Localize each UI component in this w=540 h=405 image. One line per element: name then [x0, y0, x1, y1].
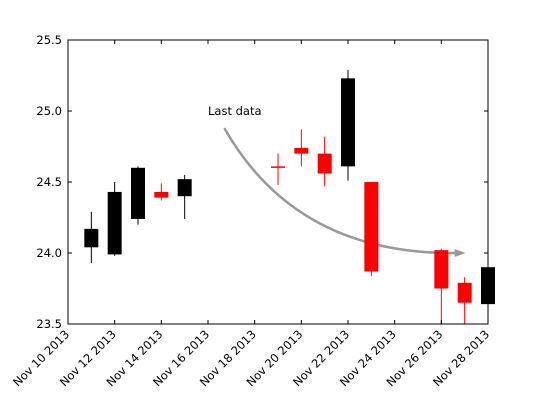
annotation-arrowhead: [454, 249, 466, 257]
candle: [154, 183, 169, 201]
candle: [341, 69, 355, 181]
y-tick-label: 25.5: [36, 33, 62, 47]
candle-body: [154, 191, 169, 198]
annotation-label: Last data: [208, 104, 262, 118]
candle-body: [294, 147, 309, 154]
candle-body: [177, 179, 192, 197]
candle: [457, 277, 472, 324]
candle-body: [457, 282, 472, 303]
candle: [84, 211, 99, 263]
y-tick-label: 24.5: [36, 175, 62, 189]
candle: [177, 174, 192, 219]
candle: [294, 129, 309, 167]
candle: [131, 166, 145, 225]
candle-body: [317, 153, 332, 174]
candle: [271, 153, 285, 185]
candle: [434, 248, 449, 324]
candle-body: [84, 228, 99, 248]
annotation-arrow: [223, 127, 457, 255]
candles-layer: [84, 69, 495, 324]
candle-body: [107, 191, 122, 255]
candle: [317, 136, 332, 187]
candle-body: [364, 182, 379, 272]
y-tick-label: 25.0: [36, 104, 62, 118]
candle: [107, 182, 122, 256]
candle-body: [341, 78, 355, 167]
y-tick-label: 24.0: [36, 246, 62, 260]
candle-body: [434, 250, 449, 289]
candle-body: [271, 166, 285, 168]
y-axis: 23.5 24.0 24.5 25.0 25.5: [36, 33, 488, 331]
candle-body: [131, 167, 145, 219]
y-tick-label: 23.5: [36, 317, 62, 331]
candle: [364, 182, 379, 276]
